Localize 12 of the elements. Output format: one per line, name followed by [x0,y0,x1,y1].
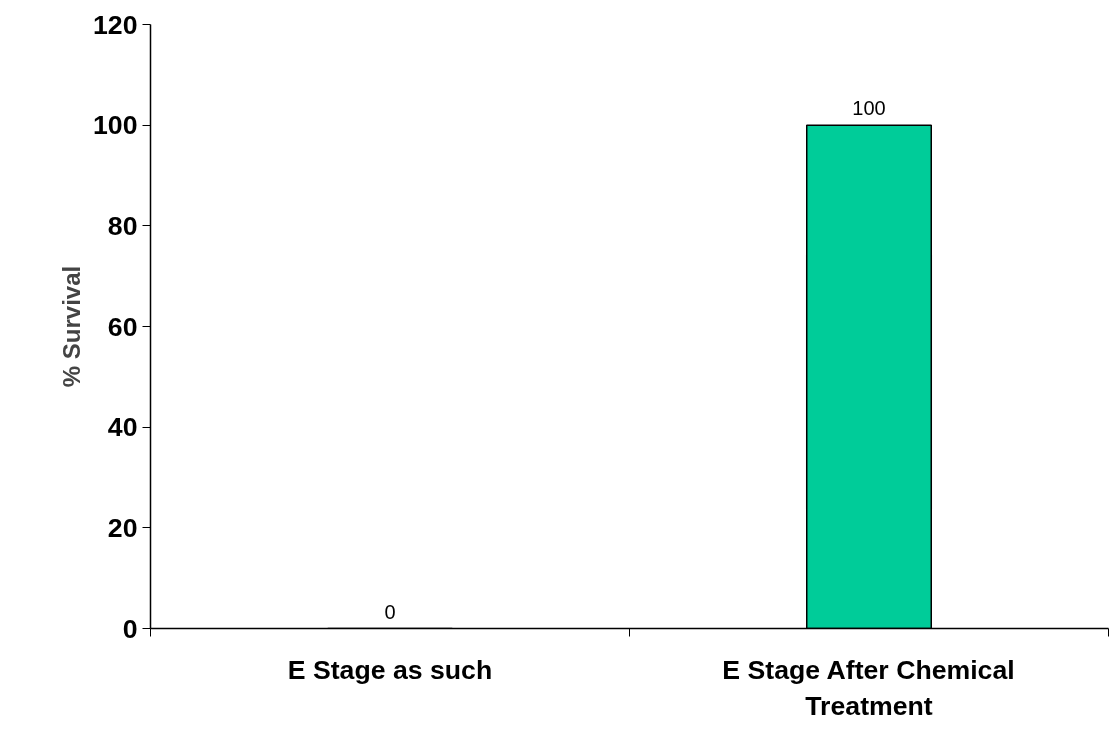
y-tick-label: 20 [107,512,138,543]
data-label: 100 [852,97,886,120]
y-tick-label: 100 [93,110,138,141]
y-tick-label: 0 [122,613,138,644]
y-axis-title: % Survival [58,265,86,388]
data-label: 0 [384,600,396,623]
y-tick-label: 40 [107,412,138,443]
x-tick-label: E Stage After Chemical Treatment [722,654,1015,721]
y-tick-label: 80 [107,210,138,241]
y-tick-label: 120 [93,9,138,40]
x-tick-label: E Stage as such [287,654,493,685]
y-tick-label: 60 [107,311,138,342]
